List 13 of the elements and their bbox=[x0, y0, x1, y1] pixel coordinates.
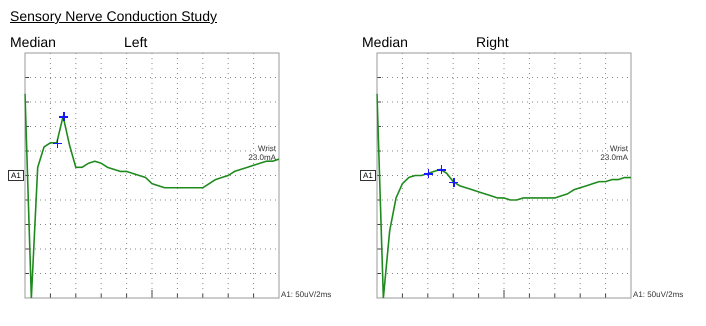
text: A1: 50uV/2ms bbox=[633, 290, 684, 299]
chart-title: Median bbox=[10, 34, 56, 50]
annotation: 23.0mA bbox=[248, 153, 276, 162]
chart-subtitle: Left bbox=[124, 34, 148, 50]
text: A1: 50uV/2ms bbox=[281, 290, 332, 299]
annotation: 23.0mA bbox=[600, 153, 628, 162]
annotation: Wrist bbox=[258, 144, 276, 153]
text: A1 bbox=[8, 170, 24, 181]
annotation: Wrist bbox=[610, 144, 628, 153]
chart-subtitle: Right bbox=[476, 34, 509, 50]
text: A1 bbox=[360, 170, 376, 181]
text: Sensory Nerve Conduction Study bbox=[10, 8, 217, 24]
chart-title: Median bbox=[362, 34, 408, 50]
